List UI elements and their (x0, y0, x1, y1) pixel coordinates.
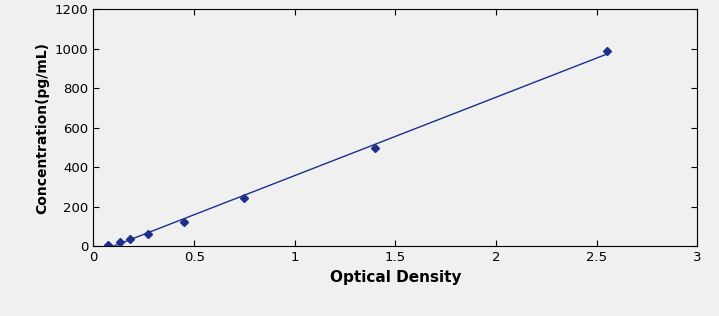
X-axis label: Optical Density: Optical Density (330, 270, 461, 285)
Y-axis label: Concentration(pg/mL): Concentration(pg/mL) (35, 42, 50, 214)
